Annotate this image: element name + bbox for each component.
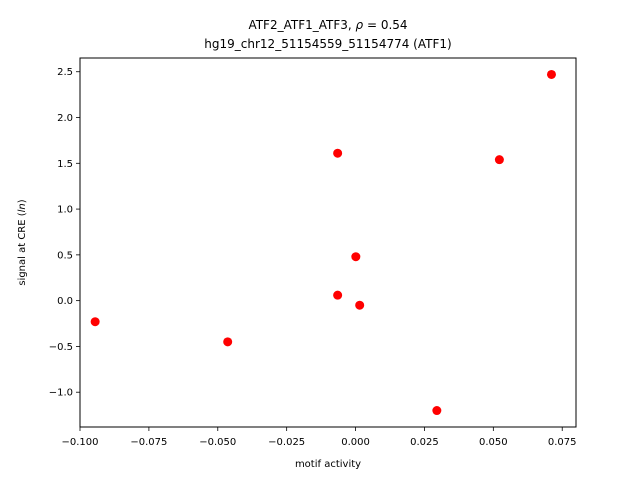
- data-point: [333, 290, 343, 300]
- x-tick-label: 0.025: [410, 437, 439, 448]
- x-tick-label: 0.050: [479, 437, 508, 448]
- y-axis-label: signal at CRE (ln): [17, 199, 28, 285]
- chart-title-line2: hg19_chr12_51154559_51154774 (ATF1): [204, 37, 451, 51]
- data-point: [90, 317, 100, 327]
- y-tick-label: 2.0: [57, 113, 73, 124]
- axes-frame: [79, 57, 577, 428]
- x-tick-label: 0.000: [341, 437, 370, 448]
- y-tick-label: −1.0: [49, 388, 73, 399]
- x-tick-label: −0.075: [130, 437, 167, 448]
- y-tick-label: 1.0: [57, 205, 73, 216]
- data-point: [333, 148, 343, 158]
- x-axis-label: motif activity: [295, 459, 361, 470]
- x-tick-label: −0.100: [61, 437, 98, 448]
- data-point: [546, 69, 556, 79]
- x-tick-label: 0.075: [548, 437, 577, 448]
- x-tick-label: −0.050: [199, 437, 236, 448]
- data-point: [494, 155, 504, 165]
- y-tick-label: 0.0: [57, 296, 73, 307]
- data-points: [90, 69, 556, 416]
- x-tick-label: −0.025: [268, 437, 305, 448]
- data-point: [351, 252, 361, 262]
- chart-title-line1: ATF2_ATF1_ATF3, ρ = 0.54: [248, 18, 407, 32]
- data-point: [355, 300, 365, 310]
- x-axis: −0.100 −0.075 −0.050 −0.025 0.000 0.025 0.050 0…: [61, 427, 577, 448]
- y-tick-label: −0.5: [49, 342, 73, 353]
- y-tick-label: 2.5: [57, 67, 73, 78]
- y-tick-label: 1.5: [57, 159, 73, 170]
- data-point: [432, 406, 442, 416]
- y-axis: −1.0 −0.5 0.0 0.5 1.0 1.5 2.0 2.5: [49, 67, 80, 399]
- y-tick-label: 0.5: [57, 250, 73, 261]
- data-point: [223, 337, 233, 347]
